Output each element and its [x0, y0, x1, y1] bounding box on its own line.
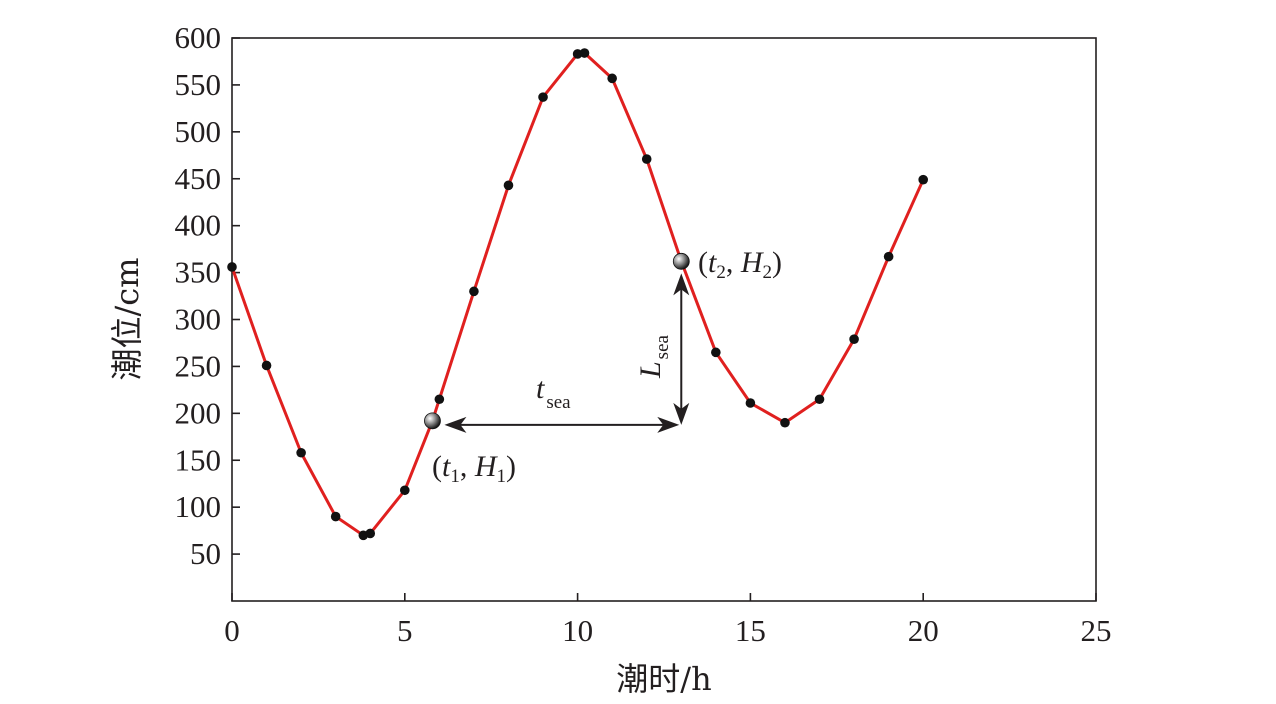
- data-point: [607, 73, 617, 84]
- y-axis-label: 潮位/cm: [108, 257, 146, 380]
- y-tick-label: 550: [175, 67, 222, 102]
- point-t1-h1-marker: [424, 412, 441, 430]
- data-point: [641, 154, 652, 164]
- t-sea-arrow: [444, 416, 680, 433]
- y-tick-label: 350: [175, 255, 222, 290]
- data-point: [296, 447, 306, 458]
- x-tick-label: 15: [735, 613, 766, 648]
- x-tick-label: 25: [1081, 613, 1112, 648]
- y-axis-ticks: 50 100 150 200 250 300 350 400 450 500 550 600: [175, 20, 240, 571]
- y-tick-label: 450: [175, 161, 222, 196]
- data-point: [918, 174, 928, 185]
- l-sea-arrow: [673, 273, 690, 425]
- data-point: [503, 180, 514, 191]
- l-sea-arrow-head-bottom: [673, 402, 690, 425]
- y-tick-label: 250: [175, 348, 222, 383]
- y-tick-label: 600: [175, 20, 222, 55]
- point-t2-h2-label: (t2, H2): [698, 246, 782, 283]
- x-tick-label: 10: [562, 613, 593, 648]
- x-axis-ticks: 0 5 10 15 20 25: [224, 593, 1112, 648]
- l-sea-arrow-head-top: [673, 273, 690, 296]
- point-t1-h1-label: (t1, H1): [432, 450, 516, 487]
- data-point: [469, 286, 479, 297]
- tide-series-markers: [227, 48, 928, 541]
- data-point: [434, 394, 445, 405]
- plot-frame: [231, 37, 1097, 602]
- x-axis-label: 潮时/h: [616, 660, 711, 698]
- data-point: [400, 485, 410, 496]
- x-tick-label: 5: [397, 613, 413, 648]
- data-point: [330, 511, 341, 522]
- t-sea-label: t sea: [536, 372, 571, 413]
- y-tick-label: 400: [175, 208, 222, 243]
- point-t2-h2-marker: [672, 252, 690, 270]
- y-tick-label: 200: [175, 395, 222, 430]
- data-point: [745, 398, 756, 408]
- y-tick-label: 150: [175, 442, 222, 477]
- data-point: [883, 251, 894, 262]
- tide-series-line: [230, 51, 925, 537]
- data-point: [849, 334, 859, 345]
- x-tick-label: 20: [908, 613, 939, 648]
- data-point: [814, 394, 825, 405]
- l-sea-label: Lsea: [634, 334, 673, 379]
- x-tick-label: 0: [224, 613, 240, 648]
- data-point: [579, 48, 590, 58]
- data-point: [780, 417, 790, 428]
- data-point: [538, 92, 548, 102]
- data-point: [365, 528, 376, 539]
- t-sea-arrow-head-right: [657, 416, 680, 433]
- data-point: [261, 360, 272, 371]
- data-point: [227, 262, 237, 272]
- y-tick-label: 500: [175, 114, 222, 149]
- y-tick-label: 100: [175, 489, 222, 524]
- data-point: [711, 347, 721, 358]
- t-sea-arrow-head-left: [444, 416, 467, 433]
- y-tick-label: 300: [175, 302, 222, 337]
- y-tick-label: 50: [190, 536, 221, 571]
